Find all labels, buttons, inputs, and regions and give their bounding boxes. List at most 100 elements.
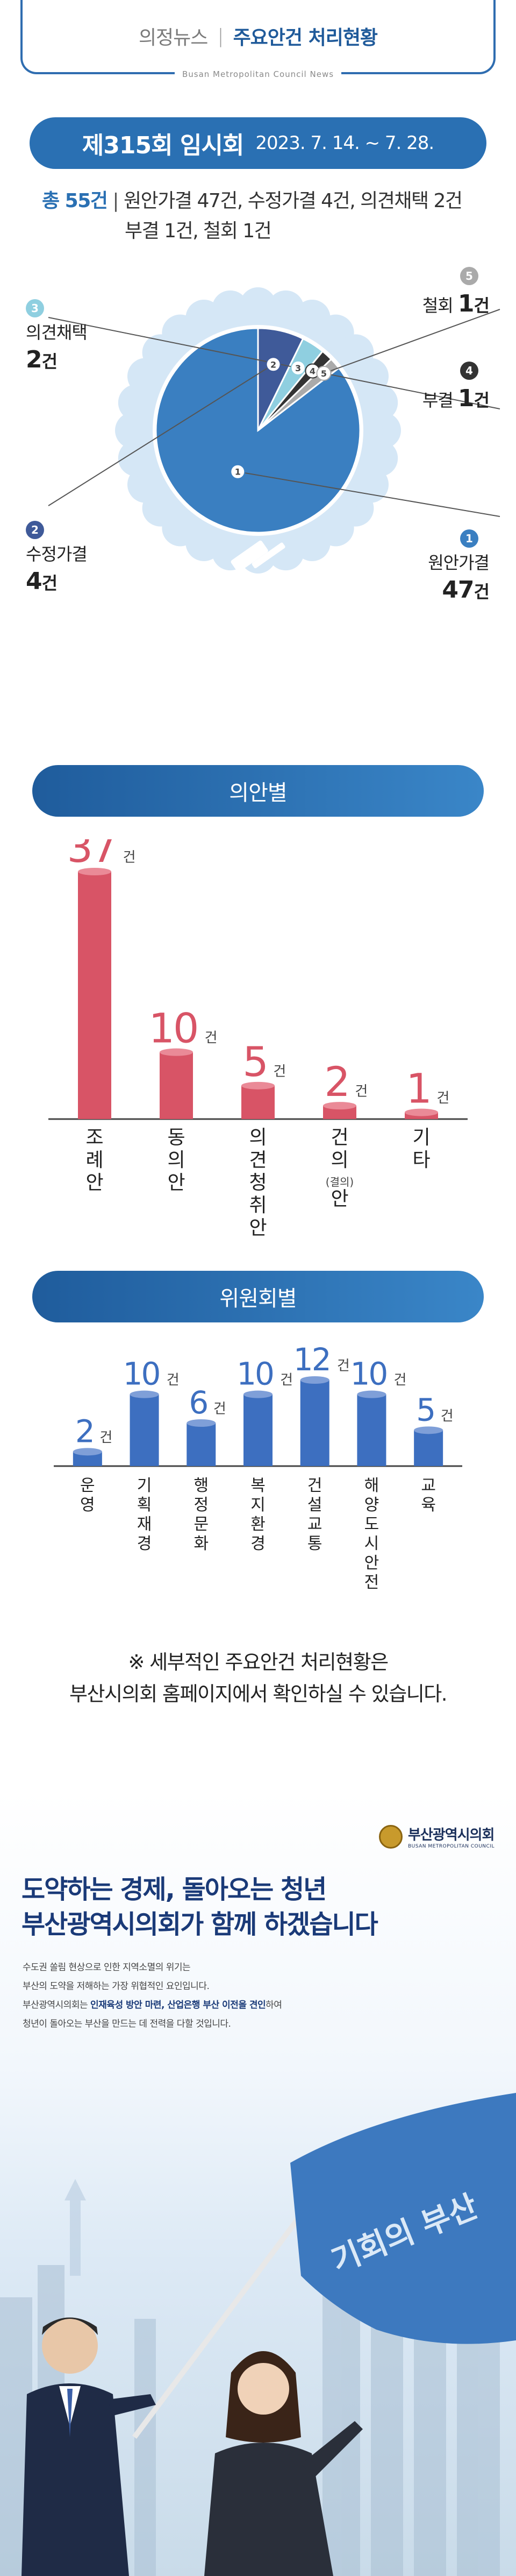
bar-top-2 (187, 1419, 216, 1427)
bar-unit-label-4: 건 (436, 1091, 449, 1107)
svg-text:전: 전 (364, 1573, 379, 1592)
svg-text:운: 운 (80, 1476, 95, 1495)
bar-top-4 (300, 1376, 329, 1384)
svg-text:건: 건 (307, 1476, 322, 1495)
svg-text:육: 육 (421, 1496, 436, 1515)
ad-body-3-highlight: 인재육성 방안 마련, 산업은행 부산 이전을 견인 (90, 1999, 266, 2011)
bar-top-5 (357, 1390, 386, 1398)
bar-6 (414, 1430, 443, 1466)
category-label-6: 교육 (421, 1476, 436, 1515)
pie-slice-number-3: 3 (290, 360, 306, 376)
bar-top-0 (73, 1448, 102, 1456)
svg-text:양: 양 (364, 1496, 379, 1515)
svg-text:의: 의 (331, 1149, 348, 1171)
gavel-icon (225, 540, 285, 590)
svg-text:안: 안 (364, 1554, 379, 1573)
svg-text:2: 2 (270, 359, 276, 370)
logo-name: 부산광역시의회 (407, 1827, 494, 1843)
bar-unit-label-2: 건 (213, 1401, 226, 1417)
bar-3 (243, 1394, 273, 1466)
category-label-3: 건의 (결의)안 (326, 1127, 354, 1210)
bar-value-label-4: 12 (293, 1345, 330, 1378)
ad-headline-2: 부산광역시의회가 함께 하겠습니다 (22, 1909, 378, 1940)
bar-unit-label-4: 건 (337, 1358, 350, 1374)
svg-text:해: 해 (364, 1476, 379, 1495)
summary-line2: 부결 1건, 철회 1건 (125, 220, 272, 242)
svg-text:1: 1 (235, 467, 241, 477)
footnote-line1: ※ 세부적인 주요안건 처리현황은 (128, 1651, 389, 1674)
pie-slice-number-2: 2 (266, 357, 281, 372)
legend-unit-1: 건 (474, 581, 490, 602)
bar-unit-label-6: 건 (441, 1408, 454, 1424)
svg-text:교: 교 (307, 1515, 322, 1534)
svg-text:조: 조 (85, 1127, 103, 1149)
session-banner: 제315회 임시회 2023. 7. 14. ~ 7. 28. (30, 117, 486, 169)
legend-num-2: 2 (26, 521, 44, 539)
section-by-type: 의안별 (32, 765, 484, 817)
svg-text:도: 도 (364, 1515, 379, 1534)
svg-text:복: 복 (250, 1476, 266, 1495)
svg-text:환: 환 (250, 1515, 266, 1534)
ad-headline-1: 도약하는 경제, 돌아오는 청년 (22, 1874, 327, 1905)
header-box: 의정뉴스 | 주요안건 처리현황 (20, 0, 496, 74)
legend-num-4: 4 (460, 362, 478, 380)
flag (290, 2093, 516, 2344)
category-label-4: 기타 (412, 1127, 430, 1171)
legend-unit-2: 건 (41, 572, 58, 593)
header-subtitle: Busan Metropolitan Council News (174, 69, 342, 79)
section-by-committee: 위원회별 (32, 1271, 484, 1322)
pie-chart: 1 2 3 4 5 (48, 287, 500, 590)
summary-separator: | (112, 190, 119, 212)
page-title: 주요안건 처리현황 (233, 27, 378, 49)
legend-unit-4: 건 (474, 390, 490, 411)
svg-text:의: 의 (167, 1149, 185, 1171)
svg-text:문: 문 (194, 1515, 209, 1534)
legend-count-2: 4 (26, 567, 42, 595)
svg-text:5: 5 (321, 369, 327, 379)
woman-figure (204, 2351, 363, 2576)
bar-top-1 (160, 1048, 193, 1056)
svg-text:화: 화 (194, 1534, 209, 1553)
svg-text:(결의): (결의) (326, 1176, 354, 1188)
bar-4 (300, 1380, 329, 1466)
bar-top-1 (130, 1390, 159, 1398)
ad-body-1: 수도권 쏠림 현상으로 인한 지역소멸의 위기는 (23, 1962, 191, 1973)
bar-0 (78, 872, 111, 1119)
legend-unit-5: 건 (474, 295, 490, 316)
svg-text:안: 안 (331, 1188, 348, 1210)
bar-value-label-3: 10 (236, 1356, 273, 1392)
svg-text:안: 안 (85, 1172, 103, 1194)
bar-2 (187, 1423, 216, 1466)
svg-text:재: 재 (137, 1515, 152, 1534)
legend-label-2: 수정가결 (26, 544, 88, 564)
bar-2 (241, 1085, 275, 1119)
svg-text:청: 청 (249, 1172, 267, 1194)
legend-count-3: 2 (26, 345, 42, 373)
ad-body-3-pre: 부산광역시의회는 (23, 1999, 91, 2011)
legend-unit-3: 건 (41, 351, 58, 372)
pie-leader-lines (48, 309, 500, 517)
svg-text:안: 안 (167, 1172, 185, 1194)
svg-text:건: 건 (331, 1127, 348, 1149)
svg-text:취: 취 (249, 1194, 267, 1216)
ad-body-4: 청년이 돌아오는 부산을 만드는 데 전력을 다할 것입니다. (23, 2018, 231, 2029)
svg-text:정: 정 (194, 1496, 209, 1515)
svg-text:지: 지 (250, 1496, 266, 1515)
summary-total: 총 55건 (42, 190, 108, 212)
bar-top-2 (241, 1081, 275, 1089)
session-dates: 2023. 7. 14. ~ 7. 28. (255, 132, 434, 154)
svg-text:행: 행 (194, 1476, 209, 1495)
bar-value-label-4: 1 (406, 1065, 430, 1113)
bar-unit-label-5: 건 (394, 1372, 407, 1389)
man-figure (22, 2317, 156, 2576)
bar-unit-label-3: 건 (280, 1372, 293, 1389)
bar-top-0 (78, 868, 111, 875)
pie-slice-number-5: 5 (316, 365, 332, 381)
svg-text:교: 교 (421, 1476, 436, 1495)
